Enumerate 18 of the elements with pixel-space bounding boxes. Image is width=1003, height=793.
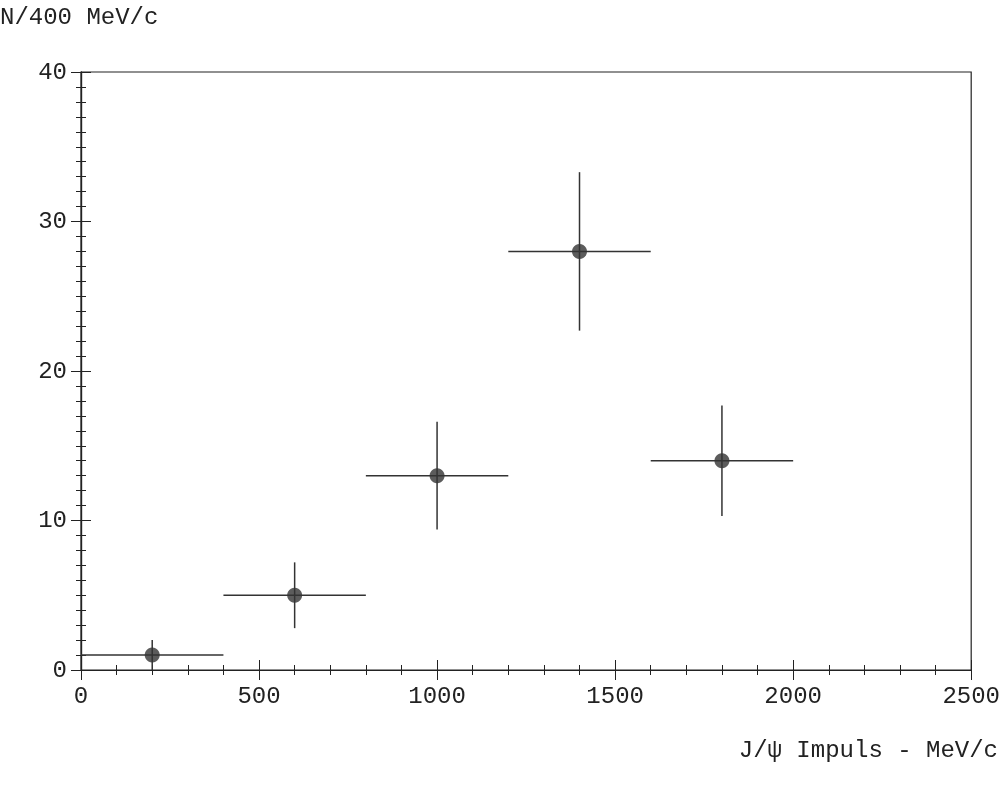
x-tick-label: 500 <box>237 682 281 710</box>
point <box>429 468 445 484</box>
y-tick-label: 0 <box>52 656 67 684</box>
y-tick-label: 20 <box>38 357 67 385</box>
x-tick-label: 2000 <box>764 682 822 710</box>
y-tick-label: 40 <box>38 58 67 86</box>
point <box>714 453 730 469</box>
point <box>287 587 303 603</box>
y-tick-label: 30 <box>38 208 67 235</box>
x-tick-label: 2500 <box>942 682 1000 710</box>
y-axis-title: N/400 MeV/c <box>0 3 159 31</box>
x-tick-label: 1000 <box>408 682 466 710</box>
x-tick-label: 0 <box>73 682 89 710</box>
x-tick-label: 1500 <box>586 682 644 710</box>
point <box>572 243 588 259</box>
x-axis-title: J/ψ Impuls - MeV/c <box>738 736 999 764</box>
point <box>144 647 160 663</box>
y-tick-label: 10 <box>38 507 67 534</box>
